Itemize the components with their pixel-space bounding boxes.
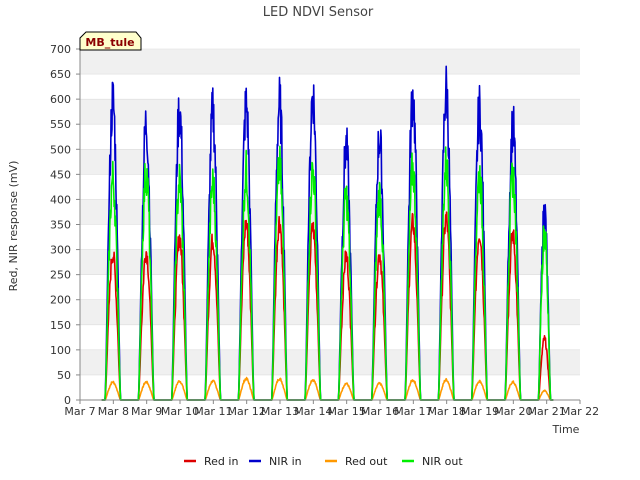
legend: Red in NIR in Red out NIR out: [184, 455, 463, 468]
x-tick-label: Mar 16: [361, 405, 399, 418]
y-tick-label: 150: [50, 319, 71, 332]
x-tick-label: Mar 9: [131, 405, 162, 418]
y-tick-label: 500: [50, 143, 71, 156]
plot-bands: [80, 49, 580, 375]
legend-red-out-label: Red out: [345, 455, 388, 468]
y-tick-labels: 0 50 100 150 200 250 300 350 400 450 500 550 600 650 7…: [50, 43, 80, 407]
y-tick-label: 600: [50, 93, 71, 106]
x-tick-label: Mar 18: [428, 405, 466, 418]
y-tick-label: 50: [57, 369, 71, 382]
y-tick-label: 0: [64, 394, 71, 407]
x-tick-label: Mar 14: [294, 405, 332, 418]
site-label-shape: [79, 31, 142, 51]
x-tick-label: Mar 13: [261, 405, 299, 418]
plot-band: [80, 49, 580, 75]
x-tick-label: Mar 7: [64, 405, 95, 418]
y-tick-label: 700: [50, 43, 71, 56]
x-tick-label: Mar 21: [528, 405, 566, 418]
plot-band: [80, 149, 580, 175]
plot-band: [80, 349, 580, 375]
site-label: MB_tule: [85, 36, 134, 49]
plot-band: [80, 99, 580, 125]
site-label-box: MB_tule: [79, 31, 142, 51]
legend-nir-in-label: NIR in: [269, 455, 302, 468]
x-tick-label: Mar 11: [194, 405, 232, 418]
plot-band: [80, 249, 580, 275]
y-tick-label: 100: [50, 344, 71, 357]
y-tick-label: 550: [50, 118, 71, 131]
legend-red-in-label: Red in: [204, 455, 238, 468]
x-tick-label: Mar 17: [394, 405, 432, 418]
x-tick-label: Mar 19: [461, 405, 499, 418]
plot-band: [80, 199, 580, 225]
x-tick-label: Mar 10: [161, 405, 199, 418]
y-tick-label: 350: [50, 219, 71, 232]
y-tick-label: 200: [50, 294, 71, 307]
x-tick-label: Mar 12: [228, 405, 266, 418]
legend-nir-out-label: NIR out: [422, 455, 463, 468]
y-tick-label: 300: [50, 244, 71, 257]
x-tick-label: Mar 22: [561, 405, 599, 418]
x-axis-title: Time: [552, 423, 580, 436]
x-tick-label: Mar 8: [98, 405, 129, 418]
x-tick-label: Mar 15: [328, 405, 366, 418]
y-tick-label: 650: [50, 68, 71, 81]
y-tick-label: 450: [50, 168, 71, 181]
y-axis-title: Red, NIR response (mV): [7, 161, 20, 292]
y-tick-label: 250: [50, 269, 71, 282]
plot-band: [80, 299, 580, 325]
y-tick-label: 400: [50, 193, 71, 206]
chart-title: LED NDVI Sensor: [263, 5, 374, 20]
x-tick-label: Mar 20: [494, 405, 532, 418]
